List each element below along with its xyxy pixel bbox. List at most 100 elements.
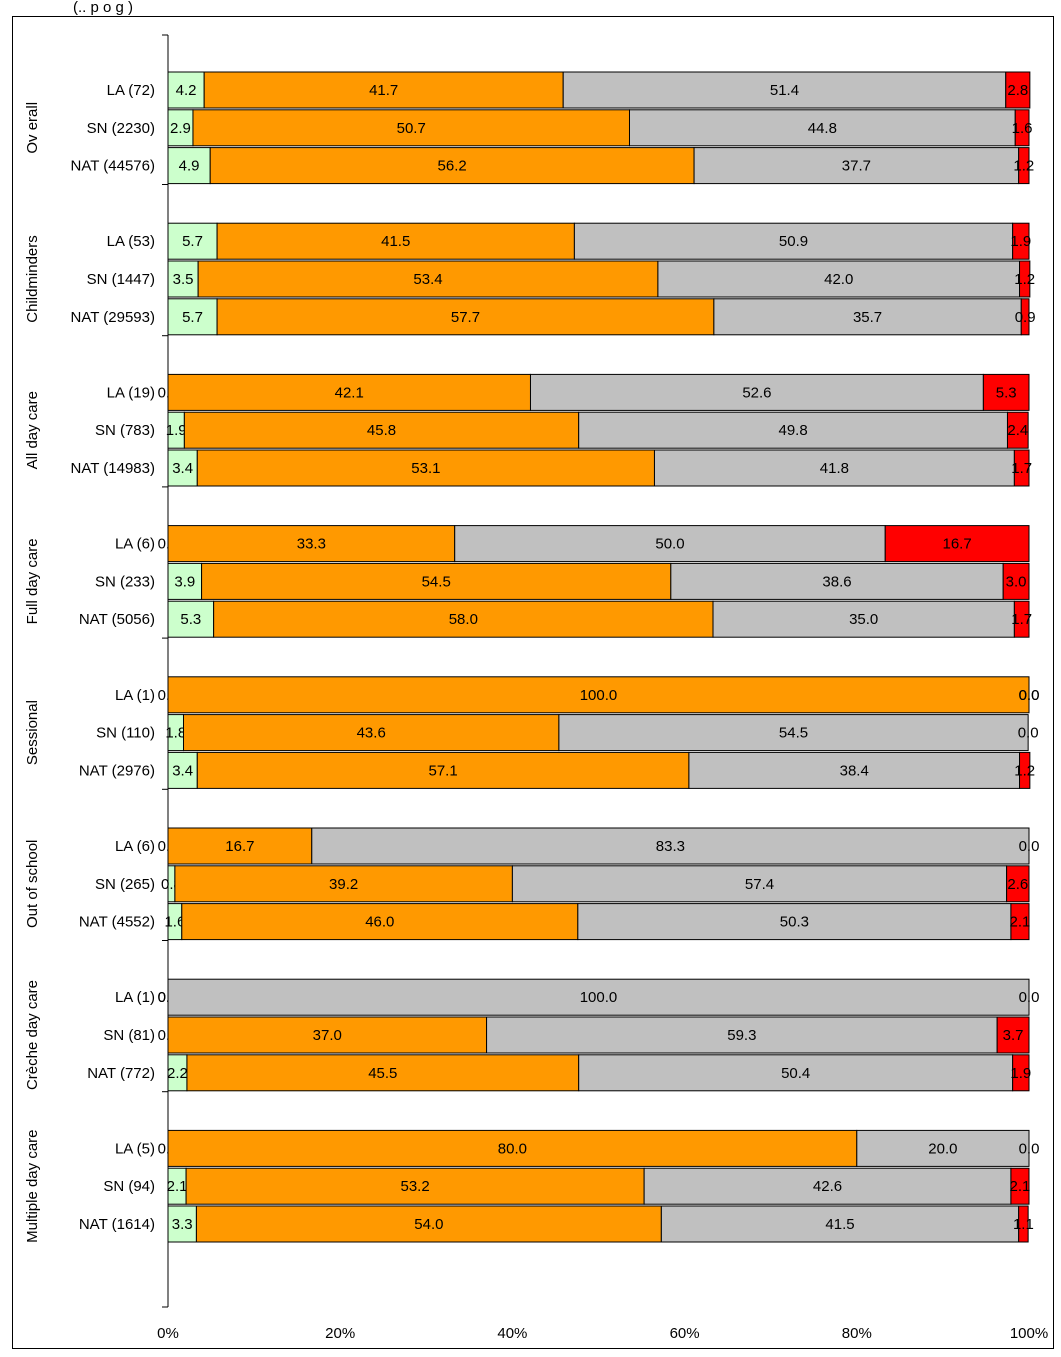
x-tick-label: 40% — [497, 1325, 527, 1342]
group-label: All day care — [24, 391, 41, 469]
data-label: 83.3 — [656, 838, 685, 855]
data-label: 100.0 — [580, 687, 618, 704]
row-label: NAT (5056) — [79, 611, 155, 628]
bar-segment — [577, 903, 1012, 941]
bar-segment — [653, 449, 1015, 487]
data-label: 46.0 — [365, 914, 394, 931]
row-label: NAT (1614) — [79, 1216, 155, 1233]
data-label: 33.3 — [297, 536, 326, 553]
data-label: 39.2 — [329, 876, 358, 893]
data-label: 1.9 — [1010, 1065, 1031, 1082]
data-label: 41.5 — [825, 1216, 854, 1233]
data-label: 1.6 — [164, 914, 185, 931]
row-label: NAT (44576) — [71, 158, 156, 175]
row-label: LA (1) — [115, 989, 155, 1006]
bar-segment — [670, 562, 1004, 600]
bar-segment — [1018, 147, 1030, 185]
data-label: 42.6 — [813, 1178, 842, 1195]
x-tick-label: 100% — [1010, 1325, 1048, 1342]
data-label: 0.0 — [1019, 687, 1040, 704]
bar-segment — [1006, 865, 1030, 903]
data-label: 38.4 — [840, 762, 869, 779]
group-label: Multiple day care — [24, 1130, 41, 1243]
bar-segment — [1012, 1054, 1030, 1092]
row-label: LA (19) — [107, 384, 155, 401]
data-label: 53.1 — [411, 460, 440, 477]
data-label: 1.7 — [1011, 611, 1032, 628]
data-label: 1.8 — [165, 725, 186, 742]
bar-segment — [167, 827, 313, 865]
data-label: 16.7 — [225, 838, 254, 855]
data-label: 35.7 — [853, 309, 882, 326]
data-label: 2.9 — [170, 120, 191, 137]
data-label: 42.0 — [824, 271, 853, 288]
data-label: 37.7 — [842, 158, 871, 175]
row-label: SN (265) — [95, 876, 155, 893]
bar-segment — [167, 978, 1030, 1016]
data-label: 41.5 — [381, 233, 410, 250]
bar-segment — [195, 1205, 662, 1243]
row-label: NAT (772) — [87, 1065, 155, 1082]
data-label: 56.2 — [438, 158, 467, 175]
bar-segment — [693, 147, 1020, 185]
data-label: 2.1 — [167, 1178, 188, 1195]
bar-segment — [996, 1016, 1030, 1054]
bar-segment — [1010, 903, 1030, 941]
data-label: 100.0 — [580, 989, 618, 1006]
bar-segment — [167, 71, 205, 109]
bar-segment — [209, 147, 695, 185]
data-label: 1.2 — [1014, 271, 1035, 288]
row-label: SN (94) — [103, 1178, 155, 1195]
row-label: SN (2230) — [87, 120, 155, 137]
bar-segment — [1002, 562, 1030, 600]
row-label: LA (5) — [115, 1140, 155, 1157]
data-label: 5.7 — [182, 309, 203, 326]
row-label: LA (1) — [115, 687, 155, 704]
data-label: 58.0 — [449, 611, 478, 628]
bar-segment — [1006, 411, 1029, 449]
bar-segment — [311, 827, 1030, 865]
data-label: 2.2 — [167, 1065, 188, 1082]
data-label: 44.8 — [808, 120, 837, 137]
data-label: 41.7 — [369, 82, 398, 99]
data-label: 53.4 — [413, 271, 442, 288]
row-label: SN (110) — [96, 725, 155, 742]
group-label: Childminders — [24, 235, 41, 323]
data-label: 50.4 — [781, 1065, 810, 1082]
bar-segment — [712, 600, 1015, 638]
group-label: Full day care — [24, 538, 41, 624]
bar-segment — [167, 525, 456, 563]
row-label: NAT (14983) — [71, 460, 156, 477]
bar-segment — [174, 865, 513, 903]
data-label: 38.6 — [822, 573, 851, 590]
data-label: 43.6 — [357, 725, 386, 742]
bar-segment — [657, 260, 1021, 298]
bar-segment — [167, 676, 1030, 714]
data-label: 3.4 — [172, 460, 193, 477]
data-label: 1.9 — [166, 422, 187, 439]
data-label: 52.6 — [742, 384, 771, 401]
data-label: 0.0 — [1019, 1140, 1040, 1157]
data-label: 54.5 — [779, 725, 808, 742]
data-label: 37.0 — [313, 1027, 342, 1044]
bar-segment — [201, 562, 672, 600]
data-label: 54.5 — [422, 573, 451, 590]
bar-segment — [167, 373, 531, 411]
bar-segment — [167, 147, 211, 185]
data-label: 3.4 — [172, 762, 193, 779]
bar-segment — [185, 1167, 645, 1205]
bar-segment — [643, 1167, 1012, 1205]
data-label: 50.9 — [779, 233, 808, 250]
bar-segment — [196, 751, 690, 789]
data-label: 4.9 — [179, 158, 200, 175]
x-tick-label: 20% — [325, 1325, 355, 1342]
data-label: 1.2 — [1014, 762, 1035, 779]
data-label: 4.2 — [176, 82, 197, 99]
data-label: 2.1 — [1010, 1178, 1031, 1195]
data-label: 51.4 — [770, 82, 799, 99]
data-label: 5.7 — [182, 233, 203, 250]
data-label: 0.0 — [1018, 725, 1039, 742]
bar-segment — [1013, 600, 1030, 638]
group-label: Crèche day care — [24, 980, 41, 1090]
data-label: 2.1 — [1010, 914, 1031, 931]
